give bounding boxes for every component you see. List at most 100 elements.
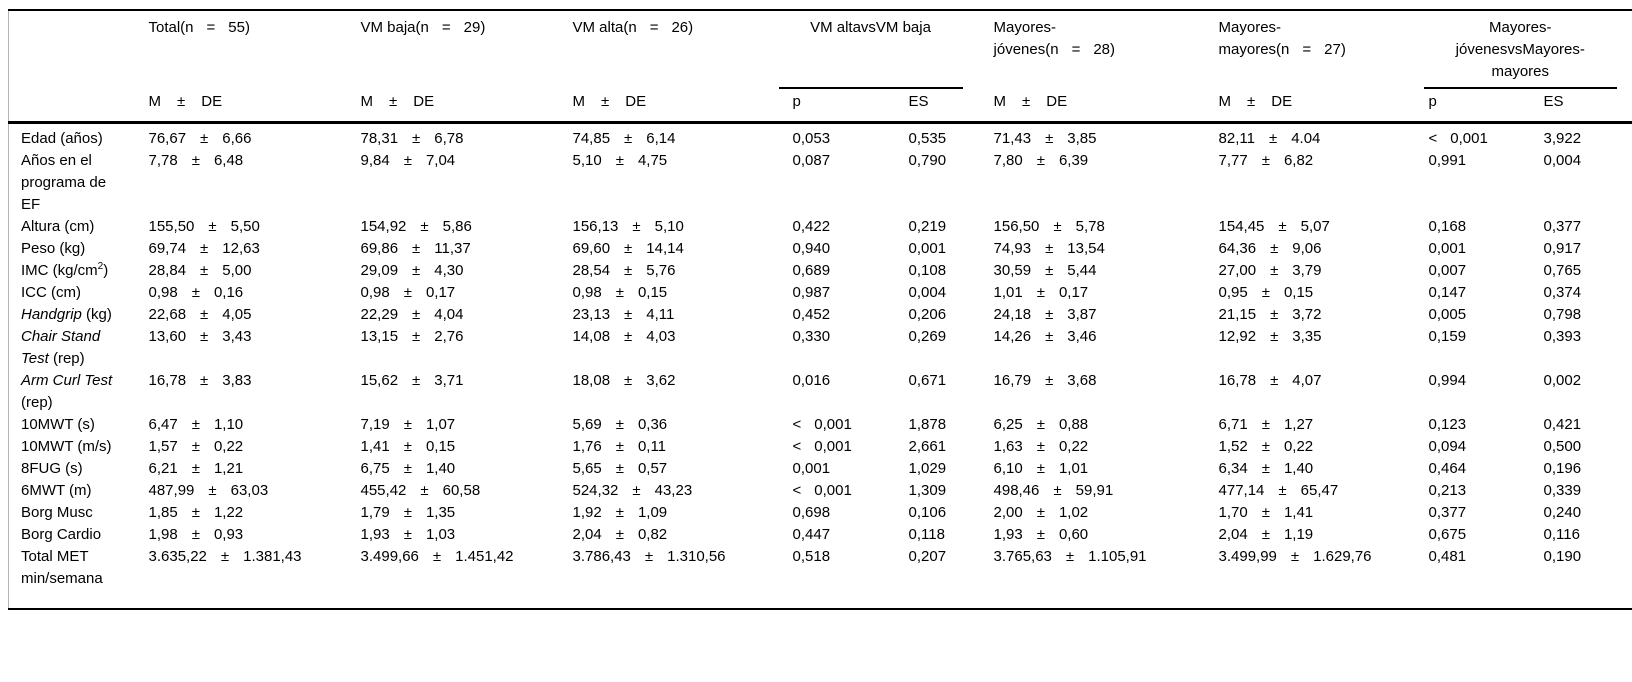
mean-sd-value: 6,71±1,27	[1219, 414, 1424, 436]
es-value-cell: 0,421	[1544, 414, 1632, 436]
mean-sd-value: 498,46±59,91	[994, 480, 1211, 502]
mean-value: 1,79	[361, 502, 390, 524]
plus-minus-symbol: ±	[404, 524, 412, 546]
mean-value: 69,86	[361, 238, 399, 260]
mean-value: 18,08	[573, 370, 611, 392]
sd-value: 3,35	[1292, 326, 1321, 348]
mean-sd-value: 69,60±14,14	[573, 238, 779, 260]
plus-minus-symbol: ±	[192, 150, 200, 172]
row-label-text: Peso (kg)	[21, 240, 85, 257]
mean-sd-value: 487,99±63,03	[149, 480, 361, 502]
mean-sd-value: 16,78±3,83	[149, 370, 361, 392]
sd-value: 0,17	[1059, 282, 1088, 304]
sd-value: 63,03	[231, 480, 269, 502]
plus-minus-symbol: ±	[1045, 304, 1053, 326]
plus-minus-symbol: ±	[404, 150, 412, 172]
row-label-cell: 8FUG (s)	[9, 458, 149, 480]
mean-sd-value: 1,41±0,15	[361, 436, 573, 458]
mean-value: 3.499,99	[1219, 546, 1277, 568]
row-label-cell: Handgrip (kg)	[9, 304, 149, 326]
es-value-cell: 0,116	[1544, 524, 1632, 546]
p-value-cell: 0,940	[779, 238, 909, 260]
stat-cell-vm-baja: 69,86±11,37	[361, 238, 573, 260]
stat-cell-vm-baja: 6,75±1,40	[361, 458, 573, 480]
stat-cell-vm-baja: 0,98±0,17	[361, 282, 573, 304]
corner-blank-cell	[9, 10, 149, 89]
stat-cell-mayores-mayores: 2,04±1,19	[1211, 524, 1424, 546]
group-header-text: 28)	[1093, 39, 1115, 61]
comparison-header-comp1: VM altavsVM baja	[779, 10, 986, 89]
plus-minus-symbol: ±	[404, 282, 412, 304]
group-header-text: =	[442, 17, 451, 39]
plus-minus-symbol: ±	[1270, 304, 1278, 326]
p-value-cell: 0,994	[1424, 370, 1544, 414]
mean-value: 82,11	[1219, 128, 1255, 150]
es-value-cell: 0,339	[1544, 480, 1632, 502]
plus-minus-symbol: ±	[420, 480, 428, 502]
sd-value: 0,57	[638, 458, 667, 480]
stat-cell-vm-baja: 455,42±60,58	[361, 480, 573, 502]
plus-minus-symbol: ±	[192, 458, 200, 480]
mean-sd-value: 524,32±43,23	[573, 480, 779, 502]
sd-value: 1,41	[1284, 502, 1313, 524]
p-value-number: 0,001	[1450, 128, 1488, 150]
subheader-de: DE	[1046, 91, 1067, 113]
mean-sd-value: 154,92±5,86	[361, 216, 573, 238]
plus-minus-symbol: ±	[200, 238, 208, 260]
plus-minus-symbol: ±	[404, 436, 412, 458]
stat-cell-mayores-jovenes: 6,25±0,88	[986, 414, 1211, 436]
stat-cell-mayores-mayores: 0,95±0,15	[1211, 282, 1424, 304]
group-header-vm_alta: VM alta(n=26)	[573, 10, 779, 89]
subheader-de: DE	[625, 91, 646, 113]
mean-sd-value: 0,98±0,15	[573, 282, 779, 304]
sd-value: 1,19	[1284, 524, 1313, 546]
mean-value: 9,84	[361, 150, 390, 172]
row-label: Edad (años)	[21, 128, 115, 150]
stat-cell-vm-alta: 69,60±14,14	[573, 238, 779, 260]
plus-minus-symbol: ±	[404, 458, 412, 480]
p-value-number: 0,001	[814, 480, 852, 502]
plus-minus-symbol: ±	[1037, 436, 1045, 458]
comparison-header-line: mayores	[1424, 61, 1618, 83]
row-label-cell: 10MWT (s)	[9, 414, 149, 436]
mean-sd-value: 28,84±5,00	[149, 260, 361, 282]
mean-sd-value: 156,50±5,78	[994, 216, 1211, 238]
group-header-line: jóvenes(n=28)	[994, 39, 1211, 61]
sd-value: 0,15	[1284, 282, 1313, 304]
stat-cell-total: 28,84±5,00	[149, 260, 361, 282]
mean-value: 7,77	[1219, 150, 1248, 172]
group-header-mayores_jovenes: Mayores-jóvenes(n=28)	[986, 10, 1211, 89]
subheader-line: M±DE	[149, 91, 361, 113]
mean-value: 16,79	[994, 370, 1032, 392]
group-header-line: Total(n=55)	[149, 17, 361, 39]
stat-cell-total: 3.635,22±1.381,43	[149, 546, 361, 609]
mean-value: 3.765,63	[994, 546, 1052, 568]
group-header-text: VM alta(n	[573, 17, 637, 39]
mean-value: 74,85	[573, 128, 611, 150]
stat-cell-vm-alta: 156,13±5,10	[573, 216, 779, 238]
subheader-p: p	[1424, 89, 1544, 123]
comparison-table: Total(n=55)VM baja(n=29)VM alta(n=26)VM …	[8, 9, 1632, 610]
subheader-m: M	[994, 91, 1007, 113]
p-value-cell: 0,330	[779, 326, 909, 370]
mean-sd-value: 29,09±4,30	[361, 260, 573, 282]
mean-value: 487,99	[149, 480, 195, 502]
sd-value: 1.105,91	[1088, 546, 1146, 568]
mean-sd-value: 74,85±6,14	[573, 128, 779, 150]
stat-cell-total: 16,78±3,83	[149, 370, 361, 414]
sd-value: 12,63	[222, 238, 260, 260]
sd-value: 9,06	[1292, 238, 1321, 260]
stat-cell-total: 13,60±3,43	[149, 326, 361, 370]
sd-value: 0,82	[638, 524, 667, 546]
mean-value: 156,50	[994, 216, 1040, 238]
p-value-cell: <0,001	[779, 480, 909, 502]
row-label-text: IMC (kg/cm	[21, 262, 98, 279]
stat-cell-vm-alta: 2,04±0,82	[573, 524, 779, 546]
es-value-cell: 0,393	[1544, 326, 1632, 370]
mean-value: 154,45	[1219, 216, 1265, 238]
